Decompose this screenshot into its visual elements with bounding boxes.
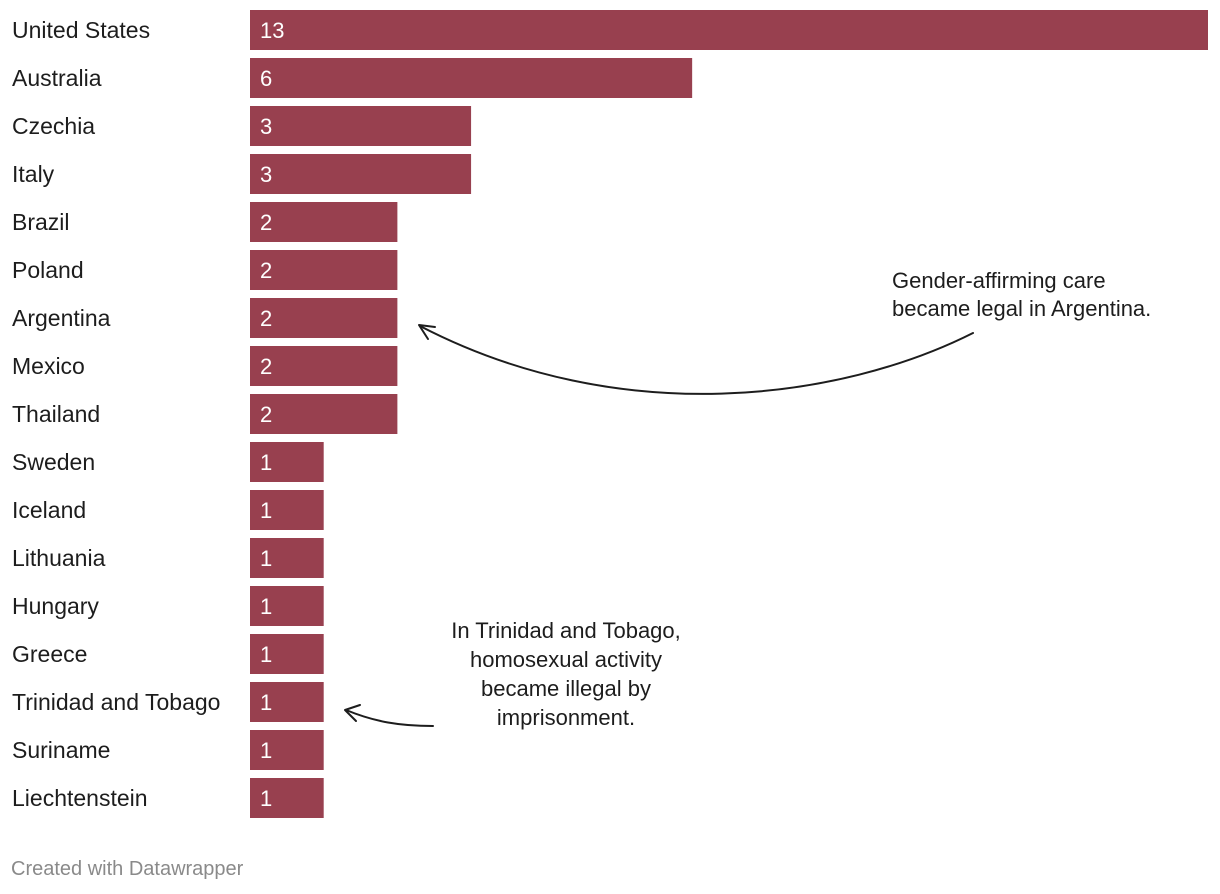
bar-trinidad-and-tobago — [250, 682, 324, 722]
bar-hungary — [250, 586, 324, 626]
value-label-trinidad-and-tobago: 1 — [260, 690, 272, 715]
annotation-argentina-arrowhead — [418, 324, 436, 340]
label-hungary: Hungary — [12, 593, 99, 619]
value-label-lithuania: 1 — [260, 546, 272, 571]
annotation-trinidad: In Trinidad and Tobago, homosexual activi… — [344, 618, 681, 730]
annotation-argentina-arrow — [419, 325, 974, 395]
label-lithuania: Lithuania — [12, 545, 106, 571]
bar-argentina — [250, 298, 398, 338]
annotation-trinidad-line-1: homosexual activity — [470, 647, 662, 672]
value-label-mexico: 2 — [260, 354, 272, 379]
label-brazil: Brazil — [12, 209, 70, 235]
bar-sweden — [250, 442, 324, 482]
value-label-hungary: 1 — [260, 594, 272, 619]
bar-lithuania — [250, 538, 324, 578]
bar-italy — [250, 154, 472, 194]
value-label-argentina: 2 — [260, 306, 272, 331]
label-greece: Greece — [12, 641, 87, 667]
annotation-argentina-line-0: Gender-affirming care — [892, 268, 1106, 293]
value-label-liechtenstein: 1 — [260, 786, 272, 811]
bar-thailand — [250, 394, 398, 434]
bar-suriname — [250, 730, 324, 770]
label-poland: Poland — [12, 257, 84, 283]
credit-footer: Created with Datawrapper — [11, 858, 244, 880]
value-label-poland: 2 — [260, 258, 272, 283]
bar-mexico — [250, 346, 398, 386]
value-label-brazil: 2 — [260, 210, 272, 235]
label-mexico: Mexico — [12, 353, 85, 379]
value-label-iceland: 1 — [260, 498, 272, 523]
annotation-trinidad-line-3: imprisonment. — [497, 705, 635, 730]
bars: 13 6 3 3 2 2 2 2 2 1 1 1 1 1 1 1 1 — [250, 10, 1208, 818]
label-thailand: Thailand — [12, 401, 100, 427]
bar-australia — [250, 58, 693, 98]
annotation-trinidad-arrowhead — [344, 704, 361, 722]
annotation-argentina: Gender-affirming care became legal in Arg… — [418, 268, 1151, 395]
bar-liechtenstein — [250, 778, 324, 818]
country-labels: United States Australia Czechia Italy Brazil… — [12, 17, 220, 811]
value-label-czechia: 3 — [260, 114, 272, 139]
label-trinidad-and-tobago: Trinidad and Tobago — [12, 689, 220, 715]
value-label-greece: 1 — [260, 642, 272, 667]
bar-greece — [250, 634, 324, 674]
label-suriname: Suriname — [12, 737, 110, 763]
value-label-suriname: 1 — [260, 738, 272, 763]
annotation-trinidad-line-0: In Trinidad and Tobago, — [451, 618, 681, 643]
bar-iceland — [250, 490, 324, 530]
annotation-trinidad-arrow — [345, 709, 434, 727]
label-sweden: Sweden — [12, 449, 95, 475]
value-label-thailand: 2 — [260, 402, 272, 427]
value-label-australia: 6 — [260, 66, 272, 91]
label-italy: Italy — [12, 161, 55, 187]
annotation-argentina-line-1: became legal in Argentina. — [892, 296, 1151, 321]
value-label-sweden: 1 — [260, 450, 272, 475]
label-iceland: Iceland — [12, 497, 86, 523]
bar-united-states — [250, 10, 1208, 50]
label-united-states: United States — [12, 17, 150, 43]
bar-poland — [250, 250, 398, 290]
value-label-italy: 3 — [260, 162, 272, 187]
bar-czechia — [250, 106, 472, 146]
annotation-trinidad-line-2: became illegal by — [481, 676, 651, 701]
bar-brazil — [250, 202, 398, 242]
label-czechia: Czechia — [12, 113, 95, 139]
label-argentina: Argentina — [12, 305, 111, 331]
value-label-united-states: 13 — [260, 18, 284, 43]
annotations: Gender-affirming care became legal in Arg… — [344, 268, 1151, 730]
label-australia: Australia — [12, 65, 102, 91]
label-liechtenstein: Liechtenstein — [12, 785, 148, 811]
